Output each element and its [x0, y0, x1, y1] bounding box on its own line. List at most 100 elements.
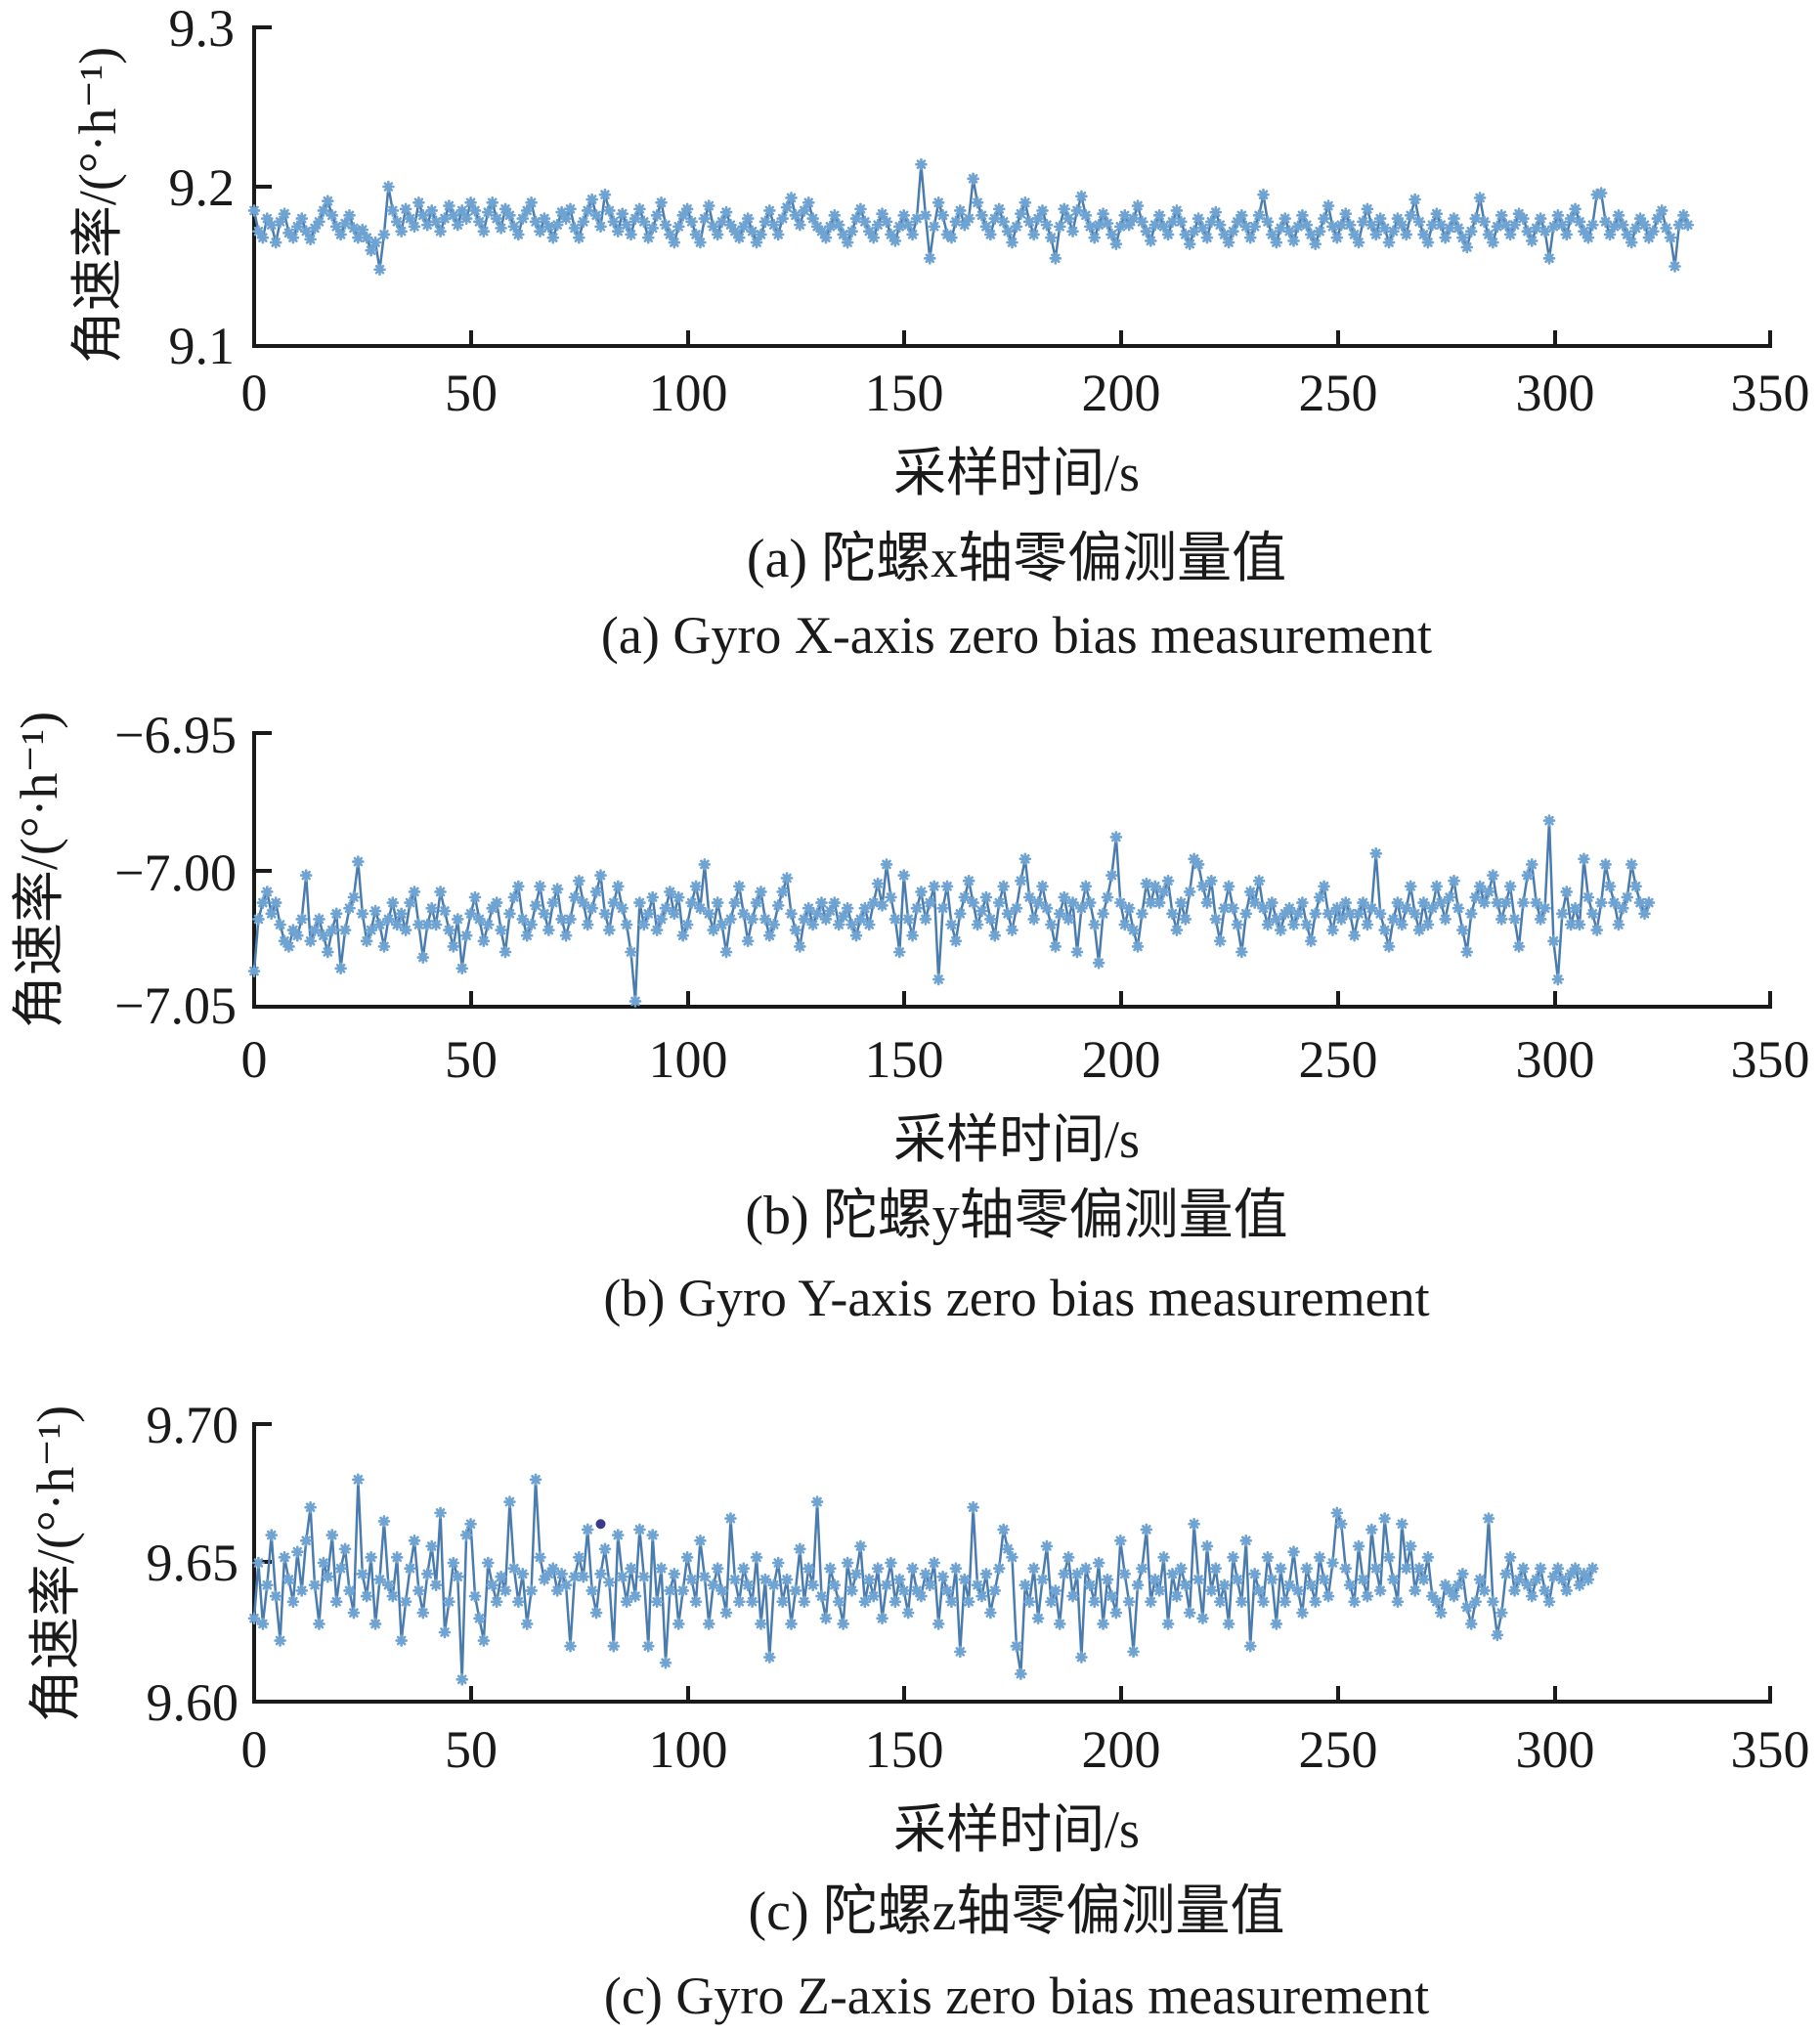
panel-b-data-point: [607, 896, 621, 909]
panel-a-data-point: [945, 231, 958, 244]
panel-a-data-point: [1621, 228, 1634, 241]
panel-c-data-point: [767, 1578, 781, 1592]
panel-a-data-point: [1257, 188, 1270, 201]
panel-b-data-point: [1113, 896, 1127, 909]
panel-c-data-point: [252, 1556, 265, 1570]
panel-b-data-point: [589, 886, 603, 898]
panel-c-data-point: [1296, 1606, 1309, 1620]
panel-c-data-point: [1525, 1589, 1538, 1603]
panel-a-data-point: [455, 204, 469, 217]
panel-b-data-point: [1140, 877, 1153, 890]
panel-a-data-point: [1348, 228, 1361, 241]
panel-a-data-point: [542, 220, 555, 234]
panel-a-data-point: [763, 204, 776, 217]
panel-b-data-point: [1642, 896, 1656, 909]
panel-a-data-point: [1031, 212, 1045, 225]
panel-b-data-point: [1573, 918, 1586, 931]
panel-a-data-point: [1560, 228, 1574, 241]
panel-a-data-point: [785, 192, 798, 204]
panel-b-yticks: −6.95 −7.00 −7.05: [114, 706, 272, 1035]
panel-b-data-point: [680, 918, 694, 931]
panel-c-data-point: [520, 1618, 534, 1630]
panel-b-data-point: [1547, 934, 1560, 948]
panel-b-data-point: [1274, 924, 1287, 936]
panel-a-data-point: [274, 215, 286, 229]
panel-a-data-point: [420, 218, 434, 232]
panel-c-data-point: [382, 1578, 395, 1592]
panel-a-ytick-label: 9.3: [169, 0, 236, 58]
panel-b-data-point: [776, 886, 789, 898]
panel-c-data-point: [1027, 1562, 1040, 1575]
panel-b-ylabel: 角速率/(°·h⁻¹): [10, 712, 68, 1028]
panel-c-data-point: [1586, 1562, 1599, 1575]
panel-c-data-point: [1270, 1618, 1283, 1630]
panel-b-data-point: [1373, 907, 1387, 921]
panel-a-data-point: [1617, 218, 1629, 232]
panel-b-data-point: [1365, 901, 1378, 915]
panel-c-chart: 角速率/(°·h⁻¹) 9.70 9.65 9.60 0 50 100 150 …: [26, 1396, 1810, 2025]
panel-a-data-point: [1053, 220, 1066, 234]
panel-a-xtick-label: 100: [649, 364, 728, 422]
panel-a-data-point: [434, 225, 447, 238]
panel-b-data-point: [317, 929, 330, 942]
panel-b-ytick-label: −6.95: [114, 706, 237, 764]
panel-b-xtick-label: 50: [445, 1030, 498, 1089]
panel-c-data-point: [1131, 1578, 1145, 1592]
panel-b-data-point: [685, 896, 698, 909]
panel-a-data-point: [1382, 236, 1396, 249]
panel-a-data-point: [247, 204, 261, 217]
panel-c-data-point: [498, 1584, 512, 1597]
panel-c-data-point: [975, 1589, 988, 1603]
panel-b-data-point: [1062, 913, 1075, 926]
panel-c-data-point: [1235, 1595, 1248, 1609]
panel-c-data-point: [906, 1562, 919, 1575]
panel-b-data-point: [598, 907, 612, 921]
panel-a-data-point: [459, 212, 473, 225]
panel-c-data-point: [915, 1589, 928, 1603]
panel-c-data-point: [885, 1556, 897, 1570]
panel-c-xtick-label: 350: [1731, 1720, 1810, 1779]
panel-a-data-point: [1062, 212, 1075, 225]
panel-b-data-point: [274, 918, 286, 931]
panel-a-data-point: [1642, 231, 1656, 244]
panel-c-data-point: [1547, 1570, 1560, 1583]
panel-a-xtick-label: 350: [1731, 364, 1810, 422]
panel-c-data-point: [715, 1584, 728, 1597]
panel-b-ytick-label: −7.05: [114, 976, 237, 1035]
panel-b-data-point: [1343, 907, 1357, 921]
panel-a-data-point: [1040, 218, 1054, 232]
panel-b-data-point: [845, 918, 858, 931]
panel-a-data-point: [758, 215, 772, 229]
panel-c-data-point: [282, 1573, 295, 1586]
panel-b-data-point: [577, 896, 590, 909]
panel-a-data-point: [885, 228, 897, 241]
panel-b-data-point: [1378, 924, 1391, 936]
panel-a-data-point: [1318, 212, 1330, 225]
panel-c-data-point: [343, 1584, 356, 1597]
panel-b-data-point: [1352, 907, 1365, 921]
panel-c-data-point: [1304, 1578, 1318, 1592]
panel-a-data-point: [313, 215, 325, 229]
panel-b-data-point: [1066, 896, 1079, 909]
panel-a-data-point: [1058, 202, 1070, 216]
panel-a-data-point: [329, 220, 343, 234]
panel-c-data-point: [806, 1578, 819, 1592]
panel-a-data-point: [607, 215, 621, 229]
panel-c-data-point: [988, 1584, 1002, 1597]
panel-a-data-point: [664, 228, 676, 241]
panel-a-data-point: [1404, 209, 1417, 222]
panel-a-data-point: [1551, 209, 1565, 222]
panel-c-data-point: [1361, 1589, 1374, 1603]
panel-c-highlight-point: [595, 1519, 606, 1530]
panel-c-data-point: [728, 1573, 742, 1586]
panel-c-data-point: [867, 1589, 880, 1603]
panel-c-data-point: [274, 1634, 286, 1647]
panel-c-data-point: [780, 1573, 794, 1586]
panel-a-data-point: [837, 228, 849, 241]
panel-b-data-point: [1594, 896, 1608, 909]
panel-c-data-point: [1491, 1628, 1504, 1642]
panel-b-data-point: [1517, 896, 1530, 909]
panel-b-data-point: [481, 918, 495, 931]
panel-c-data-point: [1113, 1534, 1127, 1547]
panel-c-data-point: [546, 1562, 560, 1575]
